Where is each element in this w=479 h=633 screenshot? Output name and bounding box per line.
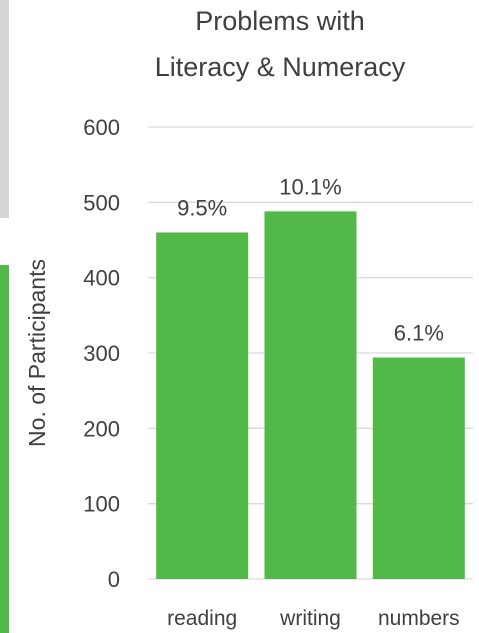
y-tick-label-100: 100: [83, 492, 120, 517]
y-tick-label-600: 600: [83, 115, 120, 140]
category-label-numbers: numbers: [378, 607, 460, 630]
y-axis-ticks: 0 100 200 300 400 500 600: [83, 115, 120, 592]
bars: [156, 211, 465, 579]
category-label-writing: writing: [279, 607, 341, 630]
y-tick-label-400: 400: [83, 266, 120, 291]
bar-writing: [264, 211, 357, 579]
category-labels: reading writing numbers: [167, 607, 460, 630]
chart-title-line-2: Literacy & Numeracy: [154, 52, 406, 82]
y-tick-label-0: 0: [108, 567, 120, 592]
chart-title-line-1: Problems with: [195, 6, 365, 36]
frame-strip-green: [0, 265, 9, 633]
y-tick-label-500: 500: [83, 190, 120, 215]
bar-numbers: [372, 357, 465, 579]
y-tick-label-200: 200: [83, 416, 120, 441]
data-label-numbers: 6.1%: [394, 321, 444, 346]
frame-strip-gray: [0, 0, 9, 218]
data-label-writing: 10.1%: [279, 174, 341, 199]
bar-reading: [156, 232, 249, 579]
category-label-reading: reading: [167, 607, 237, 630]
data-labels: 9.5% 10.1% 6.1%: [177, 174, 444, 345]
data-label-reading: 9.5%: [177, 195, 227, 220]
y-axis-title: No. of Participants: [24, 259, 50, 447]
y-tick-label-300: 300: [83, 341, 120, 366]
